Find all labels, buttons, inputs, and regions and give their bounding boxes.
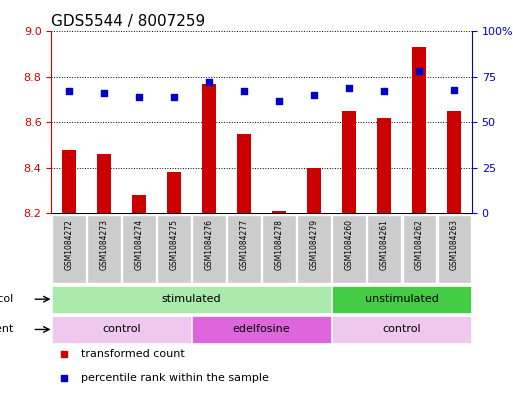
- Point: [450, 86, 459, 93]
- Bar: [87, 215, 121, 283]
- Bar: [403, 215, 436, 283]
- Bar: [307, 168, 321, 213]
- Bar: [167, 173, 181, 213]
- Bar: [52, 215, 86, 283]
- Bar: [438, 215, 471, 283]
- Text: GDS5544 / 8007259: GDS5544 / 8007259: [51, 14, 206, 29]
- Point: [372, 259, 381, 265]
- Text: control: control: [102, 325, 141, 334]
- Point: [240, 88, 248, 95]
- Point: [380, 88, 388, 95]
- Point: [170, 94, 178, 100]
- Bar: [227, 215, 261, 283]
- Point: [100, 90, 108, 96]
- Point: [345, 84, 353, 91]
- Bar: [97, 154, 111, 213]
- Point: [135, 94, 143, 100]
- Bar: [237, 134, 251, 213]
- Bar: [447, 111, 461, 213]
- Text: agent: agent: [0, 325, 13, 334]
- Bar: [342, 111, 356, 213]
- Text: edelfosine: edelfosine: [233, 325, 290, 334]
- Bar: [132, 195, 146, 213]
- Point: [205, 79, 213, 86]
- Bar: [52, 286, 331, 313]
- Text: GSM1084276: GSM1084276: [205, 219, 213, 270]
- Bar: [52, 316, 191, 343]
- Text: GSM1084273: GSM1084273: [100, 219, 108, 270]
- Bar: [367, 215, 401, 283]
- Text: GSM1084275: GSM1084275: [169, 219, 179, 270]
- Text: GSM1084263: GSM1084263: [450, 219, 459, 270]
- Text: GSM1084260: GSM1084260: [345, 219, 354, 270]
- Point: [416, 68, 424, 75]
- Bar: [202, 84, 216, 213]
- Point: [65, 88, 73, 95]
- Bar: [262, 215, 296, 283]
- Bar: [272, 211, 286, 213]
- Bar: [332, 316, 471, 343]
- Bar: [378, 118, 391, 213]
- Text: protocol: protocol: [0, 294, 13, 304]
- Text: GSM1084274: GSM1084274: [134, 219, 144, 270]
- Text: GSM1084279: GSM1084279: [310, 219, 319, 270]
- Text: GSM1084278: GSM1084278: [274, 219, 284, 270]
- Text: GSM1084277: GSM1084277: [240, 219, 249, 270]
- Text: GSM1084272: GSM1084272: [64, 219, 73, 270]
- Text: transformed count: transformed count: [81, 349, 185, 359]
- Bar: [122, 215, 156, 283]
- Point: [275, 97, 283, 104]
- Bar: [298, 215, 331, 283]
- Point: [372, 48, 381, 55]
- Text: unstimulated: unstimulated: [365, 294, 439, 304]
- Bar: [192, 215, 226, 283]
- Text: GSM1084262: GSM1084262: [415, 219, 424, 270]
- Text: control: control: [383, 325, 421, 334]
- Bar: [332, 215, 366, 283]
- Text: GSM1084261: GSM1084261: [380, 219, 389, 270]
- Point: [310, 92, 318, 98]
- Bar: [192, 316, 331, 343]
- Text: stimulated: stimulated: [162, 294, 221, 304]
- Bar: [62, 150, 76, 213]
- Bar: [157, 215, 191, 283]
- Bar: [412, 47, 426, 213]
- Bar: [332, 286, 471, 313]
- Text: percentile rank within the sample: percentile rank within the sample: [81, 373, 269, 382]
